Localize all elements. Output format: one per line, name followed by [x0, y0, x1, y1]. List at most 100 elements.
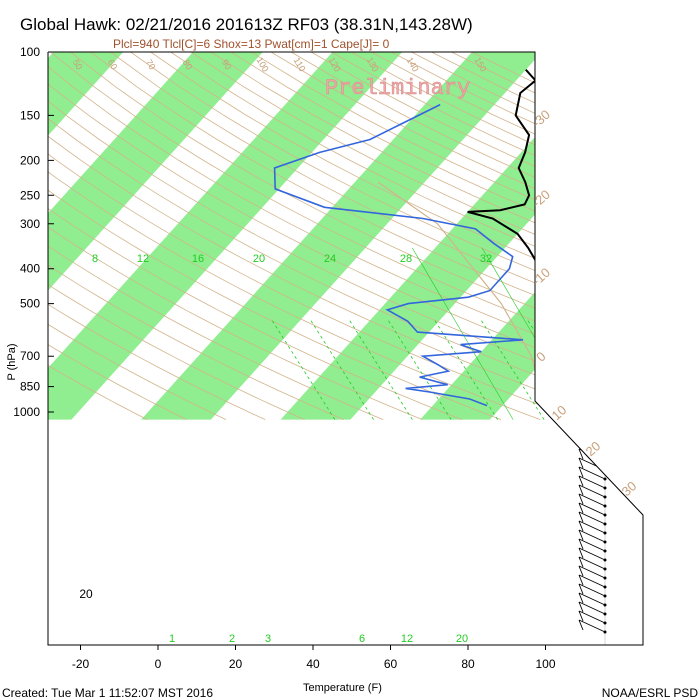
- wind-barb-station: [603, 144, 607, 148]
- wet-bulb-label: 6: [359, 633, 365, 645]
- wind-barb-flag: [578, 565, 584, 577]
- dewpoint-line-group: [273, 103, 524, 407]
- wind-barb-flag: [578, 574, 584, 586]
- wind-barb: [578, 583, 606, 597]
- mixing-ratio-line: [433, 318, 498, 420]
- wind-barb-flag: [578, 286, 584, 298]
- wind-barb: [578, 493, 606, 507]
- wind-barb-flag: [578, 214, 584, 226]
- wind-barb: [578, 115, 606, 129]
- wind-barb-station: [603, 513, 607, 517]
- dry-adiabat-label: 110: [292, 56, 308, 73]
- wind-barb-station: [603, 315, 607, 319]
- wind-barb-flag: [578, 133, 584, 145]
- wind-barb-flag: [578, 259, 584, 271]
- wind-barb-station: [603, 558, 607, 562]
- wind-barb: [578, 178, 606, 192]
- wind-barb-flag: [578, 619, 584, 631]
- x-tick-label: 20: [229, 657, 243, 671]
- wind-barb-station: [603, 567, 607, 571]
- wind-barb-flag: [578, 592, 584, 604]
- wind-barb-station: [603, 342, 607, 346]
- wind-barb: [578, 88, 606, 102]
- x-tick-label: -20: [72, 657, 90, 671]
- wind-barb: [578, 529, 606, 543]
- wind-barb-station: [603, 261, 607, 265]
- dry-adiabat: [48, 52, 643, 420]
- wind-barb-flag: [578, 385, 584, 397]
- wind-barb-station: [603, 369, 607, 373]
- wind-barb: [578, 142, 606, 156]
- wind-barb: [578, 385, 606, 399]
- y-tick-label: 700: [20, 349, 40, 363]
- dry-adiabat: [48, 52, 227, 420]
- wind-barb-station: [603, 540, 607, 544]
- mixing-ratio-label: 16: [192, 253, 204, 265]
- isotherm-label: 10: [549, 402, 570, 423]
- wind-barb-flag: [578, 511, 584, 523]
- wind-barb-flag: [578, 520, 584, 532]
- wind-barb-flag: [578, 583, 584, 595]
- wind-barb-flag: [578, 277, 584, 289]
- wind-barb-flag: [578, 88, 584, 100]
- wind-barb: [578, 304, 606, 318]
- wind-barb-station: [603, 243, 607, 247]
- dry-adiabat-label: 80: [181, 58, 195, 72]
- wind-barb-station: [603, 126, 607, 130]
- mixing-ratio-line: [309, 318, 374, 420]
- wind-barb: [578, 511, 606, 525]
- wind-barb: [578, 97, 606, 111]
- y-tick-label: 200: [20, 153, 40, 167]
- dry-adiabat: [170, 52, 643, 420]
- dry-adiabat-label: 50: [71, 58, 85, 72]
- x-tick-label: 100: [535, 657, 555, 671]
- wind-barb-flag: [578, 484, 584, 496]
- dry-adiabat: [48, 52, 643, 420]
- wind-barb-station: [603, 333, 607, 337]
- wind-barb: [578, 538, 606, 552]
- mixing-ratio-label: 28: [400, 253, 412, 265]
- y-tick-label: 500: [20, 297, 40, 311]
- wind-barb: [578, 601, 606, 615]
- wind-barb-flag: [578, 412, 584, 424]
- isotherm-label: 30: [619, 478, 640, 499]
- wind-barb: [578, 160, 606, 174]
- wet-bulb-label: 1: [169, 633, 175, 645]
- wet-bulb-label: 2: [229, 633, 235, 645]
- dry-adiabat: [48, 52, 462, 420]
- chart-subtitle: Plcl=940 Tlcl[C]=6 Shox=13 Pwat[cm]=1 Ca…: [113, 37, 390, 51]
- dry-adiabat: [48, 52, 423, 420]
- wind-barb-flag: [578, 304, 584, 316]
- wind-barb-flag: [578, 502, 584, 514]
- dry-adiabat: [48, 52, 384, 420]
- mixing-ratio-line: [386, 318, 452, 420]
- wind-barb-station: [603, 531, 607, 535]
- x-tick-label: 80: [461, 657, 475, 671]
- dry-adiabat: [48, 52, 502, 420]
- wind-barb-station: [603, 477, 607, 481]
- dry-adiabat: [210, 52, 643, 420]
- wind-barb-flag: [578, 115, 584, 127]
- wet-bulb-label: 20: [456, 633, 468, 645]
- wind-barb-station: [603, 207, 607, 211]
- isotherm-label: -10: [529, 265, 553, 289]
- isotherm-band: [559, 52, 643, 420]
- wind-barb: [578, 403, 606, 417]
- wind-barb-flag: [578, 160, 584, 172]
- y-axis-label: P (hPa): [6, 343, 18, 380]
- y-tick-label: 850: [20, 380, 40, 394]
- wind-barb-station: [603, 405, 607, 409]
- wind-barb-flag: [578, 475, 584, 487]
- wind-barb: [578, 286, 606, 300]
- wind-barb: [578, 610, 606, 624]
- wind-barb-flag: [578, 313, 584, 325]
- wind-barb-flag: [578, 106, 584, 118]
- isotherm-band: [48, 52, 263, 420]
- wind-barb-flag: [578, 187, 584, 199]
- wind-barb-flag: [578, 322, 584, 334]
- wind-barb-station: [603, 198, 607, 202]
- wind-barb-flag: [578, 556, 584, 568]
- wind-barb: [578, 367, 606, 381]
- wind-barb-station: [603, 117, 607, 121]
- wind-barb-station: [603, 135, 607, 139]
